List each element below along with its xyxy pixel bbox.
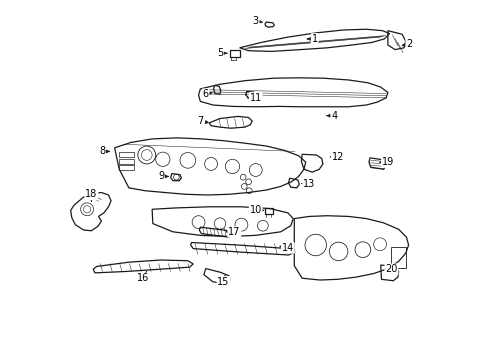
Text: 1: 1 (312, 34, 318, 44)
Text: 17: 17 (228, 227, 241, 237)
Text: 10: 10 (249, 205, 262, 215)
Text: 18: 18 (85, 189, 98, 199)
Text: 2: 2 (406, 39, 413, 49)
Text: 6: 6 (203, 89, 209, 99)
Text: 12: 12 (332, 152, 344, 162)
Text: 4: 4 (331, 111, 338, 121)
Text: 20: 20 (385, 264, 398, 274)
Text: 11: 11 (249, 93, 262, 103)
Text: 5: 5 (217, 48, 223, 58)
Text: 19: 19 (382, 157, 394, 167)
Text: 7: 7 (197, 116, 203, 126)
Text: 3: 3 (253, 16, 259, 26)
Text: 14: 14 (282, 243, 294, 253)
Text: 15: 15 (218, 277, 230, 287)
Text: 9: 9 (158, 171, 164, 181)
Text: 16: 16 (137, 273, 149, 283)
Text: 13: 13 (303, 179, 316, 189)
Text: 8: 8 (99, 147, 105, 157)
